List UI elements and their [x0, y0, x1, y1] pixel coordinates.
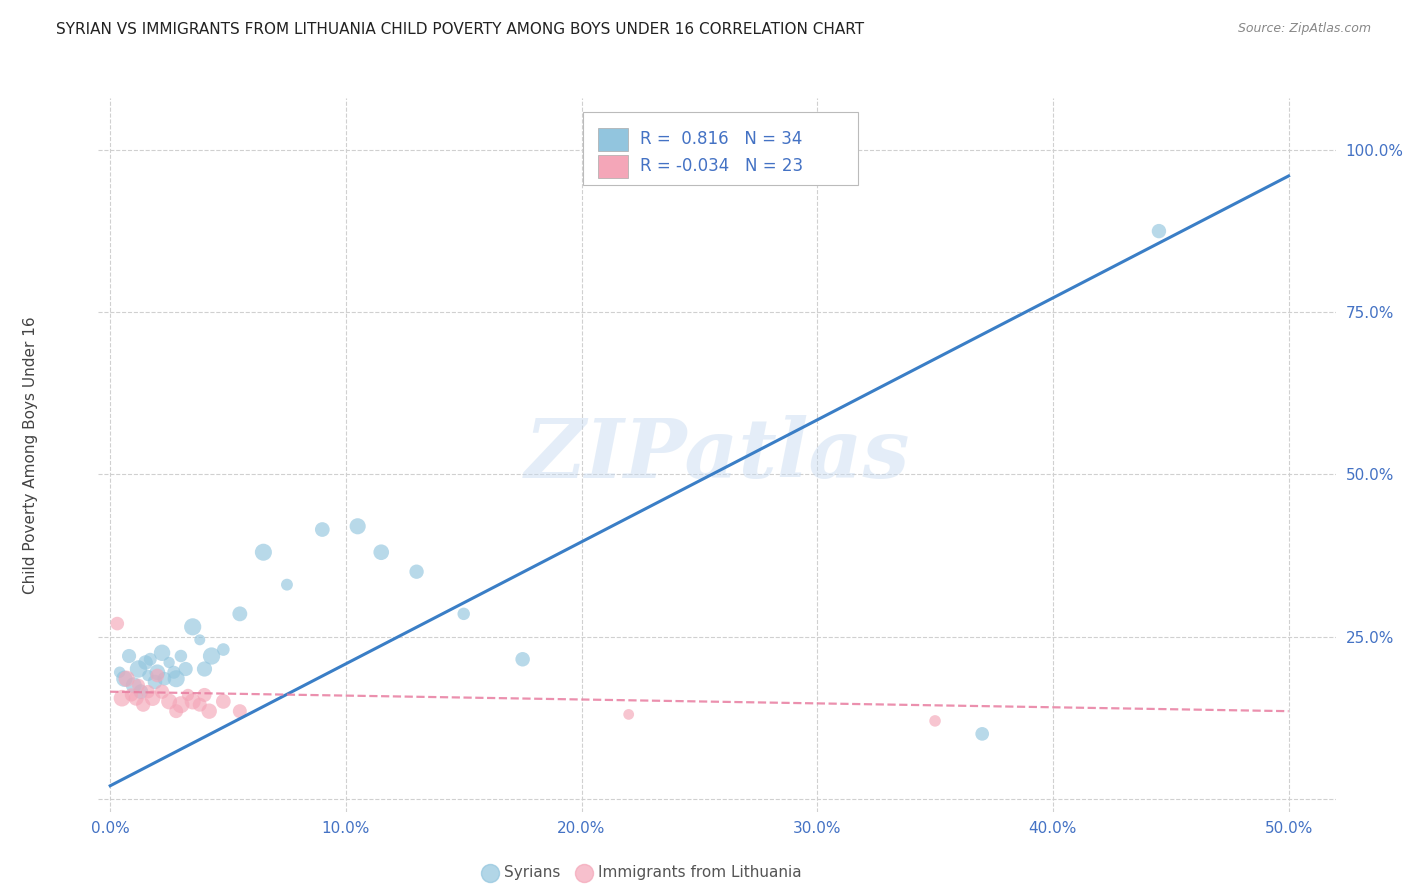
Point — [177, 688, 200, 702]
Point — [311, 523, 333, 537]
Point — [157, 694, 180, 708]
Point — [165, 704, 187, 718]
Text: Child Poverty Among Boys Under 16: Child Poverty Among Boys Under 16 — [24, 316, 38, 594]
Point — [135, 656, 157, 670]
Point — [112, 672, 135, 686]
Point — [276, 577, 298, 591]
Point — [115, 672, 138, 686]
Point — [229, 704, 252, 718]
Legend: Syrians, Immigrants from Lithuania: Syrians, Immigrants from Lithuania — [478, 859, 808, 886]
Point — [200, 648, 222, 663]
Point — [370, 545, 392, 559]
Point — [153, 672, 176, 686]
Point — [163, 665, 186, 680]
Point — [127, 678, 149, 692]
Point — [142, 691, 165, 706]
Text: Source: ZipAtlas.com: Source: ZipAtlas.com — [1237, 22, 1371, 36]
Point — [188, 698, 211, 712]
Point — [122, 678, 145, 692]
Point — [129, 684, 152, 698]
Point — [198, 704, 221, 718]
Point — [127, 662, 149, 676]
Text: ZIPatlas: ZIPatlas — [524, 415, 910, 495]
Point — [252, 545, 274, 559]
Point — [136, 668, 159, 682]
Point — [346, 519, 368, 533]
Point — [617, 707, 640, 722]
Point — [120, 688, 142, 702]
Point — [512, 652, 534, 666]
Point — [111, 691, 134, 706]
Point — [146, 668, 169, 682]
Point — [181, 620, 204, 634]
Point — [118, 648, 141, 663]
Point — [181, 694, 204, 708]
Point — [229, 607, 252, 621]
Point — [170, 648, 193, 663]
Point — [453, 607, 475, 621]
Point — [146, 665, 169, 680]
Point — [139, 652, 162, 666]
Point — [972, 727, 994, 741]
Text: R =  0.816   N = 34: R = 0.816 N = 34 — [640, 130, 801, 148]
Point — [170, 698, 193, 712]
Point — [212, 642, 235, 657]
Point — [150, 646, 173, 660]
Point — [125, 691, 148, 706]
Point — [188, 632, 211, 647]
Point — [1147, 224, 1170, 238]
Point — [108, 665, 131, 680]
Point — [405, 565, 427, 579]
Point — [193, 688, 215, 702]
Text: SYRIAN VS IMMIGRANTS FROM LITHUANIA CHILD POVERTY AMONG BOYS UNDER 16 CORRELATIO: SYRIAN VS IMMIGRANTS FROM LITHUANIA CHIL… — [56, 22, 865, 37]
Point — [165, 672, 187, 686]
Point — [105, 616, 128, 631]
Point — [132, 698, 155, 712]
Point — [212, 694, 235, 708]
Point — [193, 662, 215, 676]
Point — [150, 684, 173, 698]
Point — [174, 662, 197, 676]
Point — [924, 714, 946, 728]
Text: R = -0.034   N = 23: R = -0.034 N = 23 — [640, 157, 803, 176]
Point — [136, 684, 159, 698]
Point — [157, 656, 180, 670]
Point — [143, 675, 166, 690]
